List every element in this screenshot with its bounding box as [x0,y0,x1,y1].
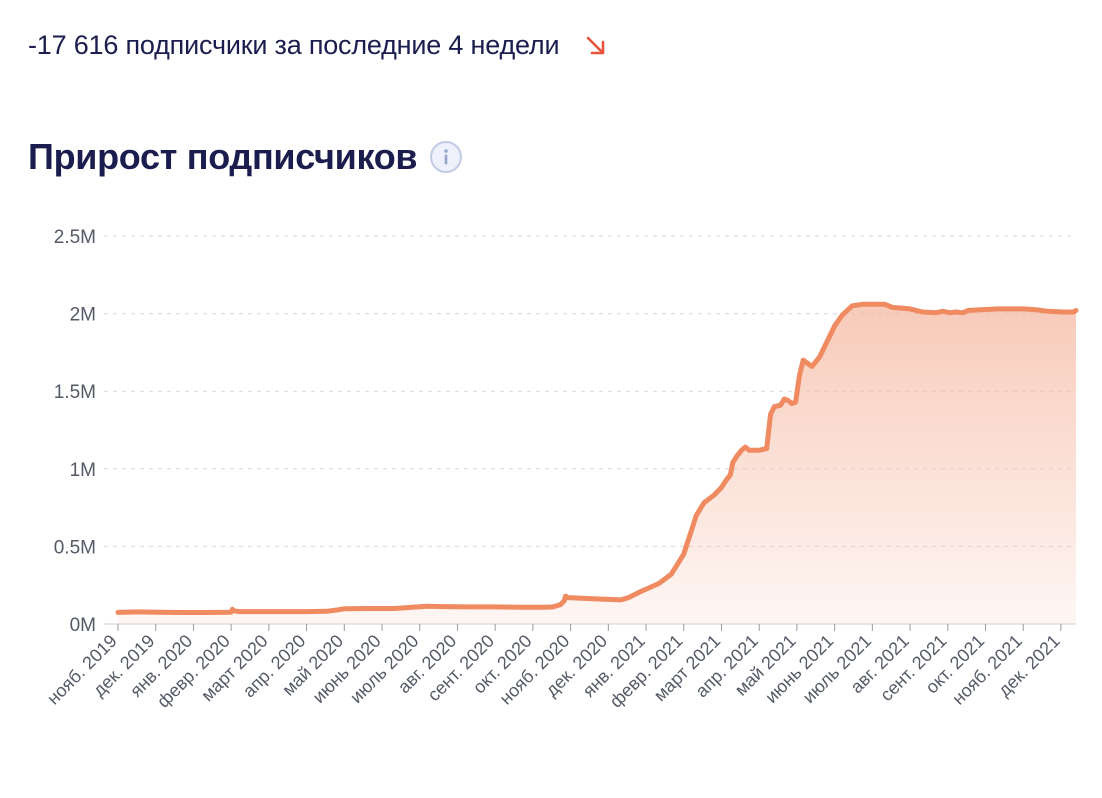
y-tick-label: 1.5M [54,382,96,403]
arrow-down-right-icon [585,35,607,57]
chart-header: Прирост подписчиков [28,136,463,178]
series-area [118,304,1076,624]
series-line [115,301,1079,615]
y-axis: 0M 0.5M 1M 1.5M 2M 2.5M [54,227,96,636]
y-tick-label: 0.5M [54,537,96,558]
chart-title: Прирост подписчиков [28,136,418,177]
y-tick-label: 1M [70,460,96,481]
y-tick-label: 2M [70,305,96,326]
info-icon[interactable] [429,140,463,174]
subscriber-change-summary: -17 616 подписчики за последние 4 недели [28,30,607,61]
y-tick-label: 2.5M [54,227,96,248]
summary-text: -17 616 подписчики за последние 4 недели [28,30,560,60]
y-tick-label: 0M [70,615,96,636]
